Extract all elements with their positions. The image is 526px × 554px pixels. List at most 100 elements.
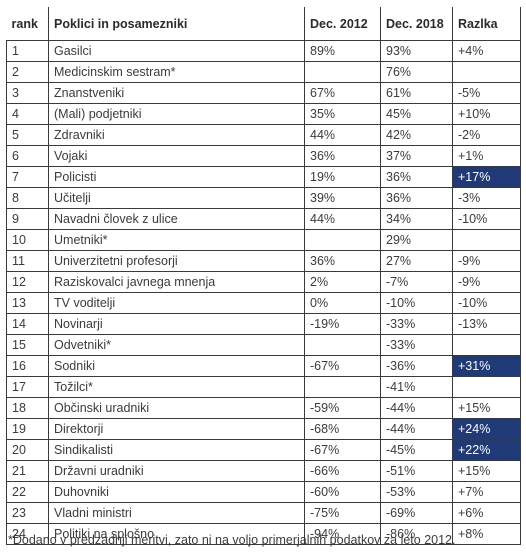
dec-2018-cell: -51% — [380, 460, 453, 482]
profession-cell: Direktorji — [48, 418, 305, 440]
difference-cell: +24% — [452, 418, 521, 440]
table-row: 10 Umetniki* 29% — [6, 229, 521, 251]
dec-2012-cell: -94% — [304, 523, 381, 545]
dec-2018-cell: 93% — [380, 40, 453, 62]
header-dec-2018: Dec. 2018 — [380, 7, 453, 41]
profession-cell: Novinarji — [48, 313, 305, 335]
dec-2018-cell: -10% — [380, 292, 453, 314]
difference-cell: +10% — [452, 103, 521, 125]
rank-cell: 3 — [6, 82, 49, 104]
dec-2018-cell: 45% — [380, 103, 453, 125]
difference-cell: -13% — [452, 313, 521, 335]
dec-2012-cell: 36% — [304, 145, 381, 167]
rank-cell: 1 — [6, 40, 49, 62]
profession-cell: Policisti — [48, 166, 305, 188]
profession-cell: Navadni človek z ulice — [48, 208, 305, 230]
rank-cell: 16 — [6, 355, 49, 377]
rank-cell: 13 — [6, 292, 49, 314]
dec-2018-cell: 76% — [380, 61, 453, 83]
dec-2012-cell: 44% — [304, 208, 381, 230]
profession-cell: Tožilci* — [48, 376, 305, 398]
difference-cell — [452, 334, 521, 356]
difference-cell — [452, 376, 521, 398]
dec-2018-cell: 27% — [380, 250, 453, 272]
dec-2018-cell: -69% — [380, 502, 453, 524]
header-dec-2012: Dec. 2012 — [304, 7, 381, 41]
dec-2018-cell: -44% — [380, 418, 453, 440]
rank-cell: 17 — [6, 376, 49, 398]
dec-2018-cell: 61% — [380, 82, 453, 104]
profession-cell: Duhovniki — [48, 481, 305, 503]
profession-cell: Učitelji — [48, 187, 305, 209]
dec-2018-cell: 36% — [380, 166, 453, 188]
dec-2012-cell: -68% — [304, 418, 381, 440]
dec-2018-cell: 34% — [380, 208, 453, 230]
dec-2018-cell: -41% — [380, 376, 453, 398]
dec-2012-cell: 67% — [304, 82, 381, 104]
table-row: 9 Navadni človek z ulice 44% 34% -10% — [6, 208, 521, 230]
difference-cell: +1% — [452, 145, 521, 167]
table-row: 20 Sindikalisti -67% -45% +22% — [6, 439, 521, 461]
profession-cell: Umetniki* — [48, 229, 305, 251]
dec-2012-cell: -67% — [304, 355, 381, 377]
difference-cell: -9% — [452, 271, 521, 293]
rank-cell: 24 — [6, 523, 49, 545]
dec-2012-cell: -59% — [304, 397, 381, 419]
profession-cell: Univerzitetni profesorji — [48, 250, 305, 272]
dec-2012-cell: 36% — [304, 250, 381, 272]
rank-cell: 18 — [6, 397, 49, 419]
profession-cell: Raziskovalci javnega mnenja — [48, 271, 305, 293]
dec-2012-cell: -67% — [304, 439, 381, 461]
table-row: 14 Novinarji -19% -33% -13% — [6, 313, 521, 335]
dec-2012-cell: 2% — [304, 271, 381, 293]
dec-2012-cell: 19% — [304, 166, 381, 188]
rank-cell: 12 — [6, 271, 49, 293]
rank-cell: 11 — [6, 250, 49, 272]
difference-cell: +4% — [452, 40, 521, 62]
dec-2018-cell: -33% — [380, 334, 453, 356]
table-row: 13 TV voditelji 0% -10% -10% — [6, 292, 521, 314]
difference-cell: +6% — [452, 502, 521, 524]
profession-cell: Vladni ministri — [48, 502, 305, 524]
difference-cell: +31% — [452, 355, 521, 377]
dec-2012-cell — [304, 229, 381, 251]
rank-cell: 9 — [6, 208, 49, 230]
table-row: 23 Vladni ministri -75% -69% +6% — [6, 502, 521, 524]
profession-cell: Vojaki — [48, 145, 305, 167]
dec-2018-cell: 36% — [380, 187, 453, 209]
table-row: 19 Direktorji -68% -44% +24% — [6, 418, 521, 440]
profession-cell: Odvetniki* — [48, 334, 305, 356]
table-row: 15 Odvetniki* -33% — [6, 334, 521, 356]
difference-cell: -9% — [452, 250, 521, 272]
dec-2018-cell: 42% — [380, 124, 453, 146]
difference-cell: -3% — [452, 187, 521, 209]
difference-cell — [452, 61, 521, 83]
rank-cell: 23 — [6, 502, 49, 524]
header-rank: rank — [6, 7, 49, 41]
dec-2012-cell: 35% — [304, 103, 381, 125]
difference-cell: +15% — [452, 397, 521, 419]
dec-2018-cell: -45% — [380, 439, 453, 461]
difference-cell: -10% — [452, 208, 521, 230]
header-difference: Razlka — [452, 7, 521, 41]
dec-2018-cell: 37% — [380, 145, 453, 167]
difference-cell: +22% — [452, 439, 521, 461]
table-row: 24 Politiki na splošno -94% -86% +8% — [6, 523, 521, 545]
dec-2012-cell: 44% — [304, 124, 381, 146]
table-body: 1 Gasilci 89% 93% +4% 2 Medicinskim sestram* 76… — [6, 40, 521, 545]
table-row: 11 Univerzitetni profesorji 36% 27% -9% — [6, 250, 521, 272]
table-row: 17 Tožilci* -41% — [6, 376, 521, 398]
profession-cell: Gasilci — [48, 40, 305, 62]
rank-cell: 19 — [6, 418, 49, 440]
table-row: 5 Zdravniki 44% 42% -2% — [6, 124, 521, 146]
profession-cell: Občinski uradniki — [48, 397, 305, 419]
table-row: 16 Sodniki -67% -36% +31% — [6, 355, 521, 377]
difference-cell: +8% — [452, 523, 521, 545]
table-row: 18 Občinski uradniki -59% -44% +15% — [6, 397, 521, 419]
rank-cell: 22 — [6, 481, 49, 503]
header-profession: Poklici in posamezniki — [48, 7, 305, 41]
dec-2012-cell: 0% — [304, 292, 381, 314]
difference-cell: +15% — [452, 460, 521, 482]
dec-2012-cell: -66% — [304, 460, 381, 482]
rank-cell: 5 — [6, 124, 49, 146]
